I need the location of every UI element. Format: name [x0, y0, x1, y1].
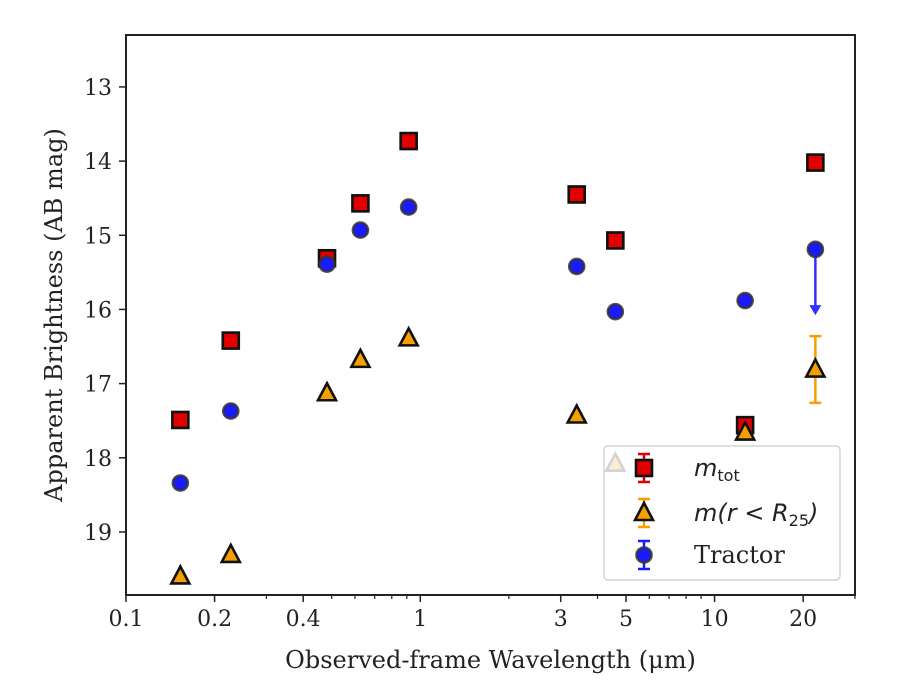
y-tick-label: 19 [84, 521, 112, 546]
tractor-point [221, 402, 240, 420]
y-tick-label: 15 [84, 224, 112, 249]
legend-label-tractor: Tractor [694, 541, 785, 569]
mr25-point [315, 380, 339, 402]
x-axis-label: Observed-frame Wavelength (μm) [285, 646, 696, 674]
mr25-point [565, 402, 588, 424]
mtot-point [567, 185, 587, 204]
legend-marker-mr25 [632, 500, 656, 522]
x-tick-label: 10 [701, 607, 729, 632]
legend-label-mtot: mtot [694, 454, 740, 485]
data-marks [169, 131, 827, 585]
tractor-point [606, 302, 625, 321]
y-tick-label: 17 [84, 373, 112, 398]
mr25-point [397, 325, 420, 347]
tractor-point [806, 240, 825, 259]
tractor-point [567, 257, 586, 276]
y-tick-label: 14 [84, 150, 112, 175]
mtot-point [351, 194, 370, 213]
y-axis-label: Apparent Brightness (AB mag) [40, 128, 68, 503]
legend-item-mr25: m(r < R25) [632, 497, 818, 530]
mtot-point [806, 153, 825, 172]
tractor-point [399, 198, 418, 216]
tractor-point [736, 291, 754, 310]
legend-item-mtot: mtot [634, 452, 740, 485]
mtot-point [606, 231, 625, 250]
x-tick-label: 3 [554, 607, 568, 632]
plot-frame [125, 34, 856, 596]
legend-marker-mtot [634, 458, 654, 478]
mr25-point [733, 419, 757, 441]
legend-box [603, 445, 841, 581]
tractor-point [351, 221, 370, 239]
tractor-point [318, 255, 336, 273]
x-tick-label: 0.4 [286, 607, 321, 632]
x-tick-label: 0.1 [109, 607, 144, 632]
mr25-point [349, 347, 372, 369]
series-tractor [171, 198, 825, 492]
mr25-point [804, 356, 827, 378]
legend: mtot m(r < R25) Tractor [603, 445, 841, 581]
mr25-point [169, 563, 192, 585]
y-tick-label: 18 [84, 447, 112, 472]
x-tick-label: 5 [619, 607, 633, 632]
y-tick-label: 16 [84, 298, 112, 323]
mtot-point [399, 131, 418, 151]
mtot-point [171, 410, 190, 430]
upper-limit-arrow [809, 305, 822, 316]
x-tick-label: 20 [789, 607, 817, 632]
legend-marker-tractor [635, 546, 653, 564]
series-mtot [171, 131, 825, 435]
x-tick-label: 0.2 [197, 607, 232, 632]
mtot-point [221, 331, 241, 350]
y-tick-label: 13 [84, 76, 112, 101]
x-tick-label: 1 [413, 607, 427, 632]
legend-label-mr25: m(r < R25) [694, 499, 818, 530]
mr25-point [219, 542, 242, 564]
legend-item-tractor: Tractor [635, 539, 785, 571]
tractor-point [171, 474, 190, 492]
